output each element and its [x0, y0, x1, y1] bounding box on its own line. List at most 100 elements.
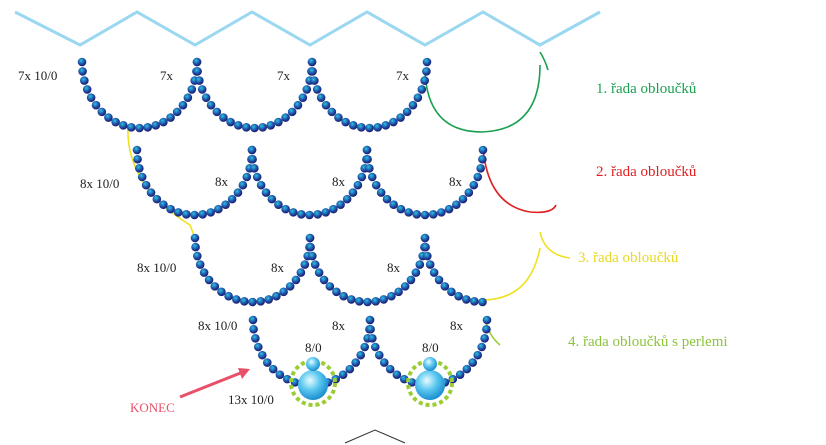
bead: [325, 282, 335, 291]
bead: [396, 113, 405, 122]
bead: [402, 107, 412, 117]
legend-item: 1. řada obloučků: [596, 81, 697, 97]
bead: [159, 117, 168, 127]
bead: [166, 113, 175, 122]
bead: [338, 370, 348, 379]
bead: [316, 93, 326, 102]
bead: [82, 85, 92, 94]
row-label: 8x: [332, 318, 346, 333]
bead: [365, 164, 374, 173]
bead: [417, 85, 427, 94]
legend-item: 4. řada obloučků s perlemi: [568, 334, 728, 350]
bead: [287, 107, 297, 117]
bead: [342, 194, 352, 204]
bead: [190, 210, 199, 220]
row-label: 8x: [215, 174, 229, 189]
bead: [198, 210, 207, 219]
row-label: 7x 10/0: [18, 68, 57, 83]
row-label: 8x: [449, 174, 463, 189]
bead: [192, 57, 202, 67]
bead: [423, 251, 432, 261]
bead: [321, 100, 331, 110]
bead: [379, 358, 389, 367]
bead-chains: [77, 57, 492, 390]
bead: [183, 93, 193, 102]
bead: [240, 297, 249, 306]
bead: [227, 194, 237, 204]
bead: [251, 334, 260, 343]
bead: [274, 117, 283, 127]
bead: [178, 100, 188, 110]
bead: [462, 364, 472, 374]
bead: [363, 154, 372, 164]
bead: [444, 204, 454, 214]
bead: [413, 93, 423, 102]
bead: [238, 180, 248, 190]
row-label: 8x: [387, 260, 401, 275]
bead: [478, 154, 487, 164]
bead: [373, 123, 382, 132]
bead: [394, 287, 403, 297]
bead: [415, 260, 425, 269]
bead: [80, 76, 89, 85]
threads: [127, 51, 571, 346]
bead: [455, 370, 465, 379]
bead: [152, 194, 162, 204]
bead: [312, 85, 322, 94]
bead: [314, 268, 324, 277]
bead: [392, 370, 402, 379]
bead: [334, 113, 343, 122]
bead: [348, 188, 358, 197]
end-arrow-head: [238, 368, 250, 379]
bead: [78, 67, 87, 76]
bead: [363, 297, 372, 307]
bead: [422, 57, 432, 67]
row-label: 7x: [277, 68, 291, 83]
bead: [387, 291, 396, 301]
bead: [137, 172, 147, 182]
bead: [281, 113, 290, 122]
pearl-label: 8/0: [422, 340, 439, 355]
bead: [370, 342, 380, 352]
row-label: 7x: [396, 68, 410, 83]
bead: [452, 200, 461, 209]
bead: [420, 76, 429, 85]
bead: [291, 275, 301, 285]
bead: [353, 180, 363, 190]
bead: [480, 334, 489, 343]
bead: [151, 121, 160, 130]
bead: [104, 113, 113, 122]
bead: [462, 295, 471, 304]
bead: [458, 194, 468, 204]
bead: [268, 364, 278, 374]
row-label: 7x: [160, 68, 174, 83]
bead: [360, 342, 370, 352]
bead: [308, 251, 317, 261]
bead: [242, 123, 251, 132]
bead: [473, 350, 483, 360]
bead: [141, 180, 151, 190]
bead: [349, 121, 358, 130]
bead: [86, 93, 96, 102]
bead: [347, 295, 356, 304]
bead: [376, 188, 386, 197]
bead: [406, 275, 416, 285]
bead: [212, 107, 222, 117]
bead: [300, 260, 310, 269]
bead: [249, 324, 258, 334]
bead: [190, 233, 200, 243]
pearl-count-label: 13x 10/0: [228, 392, 274, 407]
bead: [285, 282, 295, 291]
bead: [143, 123, 152, 132]
bead: [306, 242, 315, 252]
bead: [329, 204, 338, 214]
bead: [264, 295, 273, 304]
legend-item: 3. řada obloučků: [578, 250, 679, 266]
pearls: [289, 357, 454, 444]
bead: [289, 208, 298, 217]
bead: [385, 364, 395, 374]
bead: [135, 123, 144, 133]
bead: [482, 315, 492, 325]
bead: [219, 113, 228, 122]
bead: [214, 204, 223, 214]
